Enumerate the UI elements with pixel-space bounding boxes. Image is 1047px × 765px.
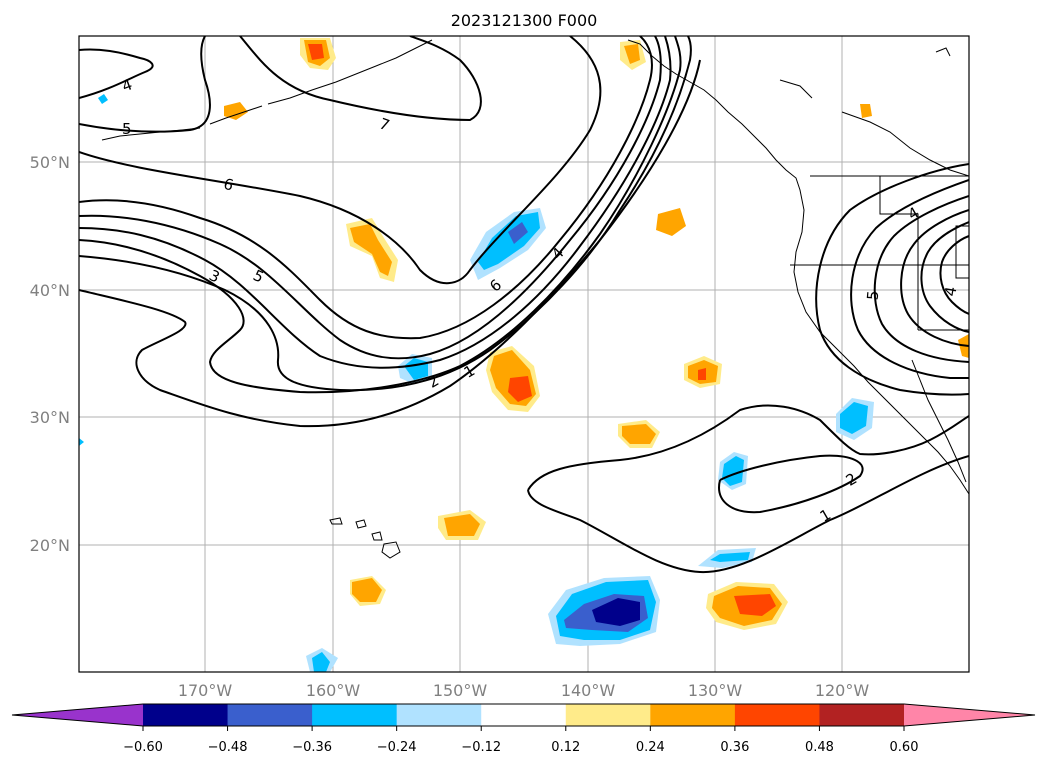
latitude-labels: 50°N 40°N 30°N 20°N: [30, 153, 70, 555]
map-background: [79, 36, 969, 672]
map-frame: [78, 35, 970, 673]
coastlines: [101, 39, 969, 559]
longitude-labels: 170°W 160°W 150°W 140°W 130°W 120°W: [178, 681, 870, 700]
lon-label: 130°W: [688, 681, 743, 700]
colorbar-tick-label: 0.36: [720, 740, 749, 755]
colorbar-swatch: [312, 704, 398, 726]
colorbar-tick-label: 0.60: [890, 740, 919, 755]
lon-label: 140°W: [561, 681, 616, 700]
lon-label: 170°W: [178, 681, 233, 700]
lat-label: 50°N: [30, 153, 70, 172]
colorbar-tick-label: −0.36: [292, 740, 332, 755]
lat-label: 20°N: [30, 536, 70, 555]
colorbar-swatch: [819, 704, 905, 726]
lon-label: 160°W: [306, 681, 361, 700]
lat-label: 40°N: [30, 281, 70, 300]
lon-label: 120°W: [815, 681, 870, 700]
colorbar-tick-label: 0.48: [805, 740, 834, 755]
colorbar-swatch: [396, 704, 482, 726]
contour-label: 5: [122, 120, 132, 138]
lat-label: 30°N: [30, 408, 70, 427]
colorbar-tick-label: 0.24: [636, 740, 665, 755]
negative-anomaly-shading: [79, 94, 874, 672]
colorbar-tick-label: −0.48: [208, 740, 248, 755]
colorbar-tick-label: −0.60: [123, 740, 163, 755]
colorbar-swatch: [565, 704, 651, 726]
colorbar-swatch: [481, 704, 567, 726]
contour-label: 4: [941, 285, 960, 298]
colorbar-swatch: [227, 704, 313, 726]
contour-label: 6: [222, 175, 236, 195]
lon-label: 150°W: [433, 681, 488, 700]
colorbar-tick-label: −0.12: [461, 740, 501, 755]
contour-lines: [79, 36, 969, 574]
colorbar-swatch: [734, 704, 820, 726]
colorbar-extend-low: [12, 704, 143, 726]
colorbar-swatch: [143, 704, 229, 726]
contour-label: 5: [864, 290, 883, 301]
colorbar-swatch: [650, 704, 736, 726]
map-title: 2023121300 F000: [451, 11, 598, 30]
colorbar: −0.60 −0.48 −0.36 −0.24 −0.12 0.12 0.24 0.36 0.4…: [11, 703, 1036, 755]
positive-anomaly-shading: [224, 38, 969, 630]
colorbar-tick-label: −0.24: [377, 740, 417, 755]
colorbar-extend-high: [904, 704, 1035, 726]
colorbar-tick-label: 0.12: [551, 740, 580, 755]
